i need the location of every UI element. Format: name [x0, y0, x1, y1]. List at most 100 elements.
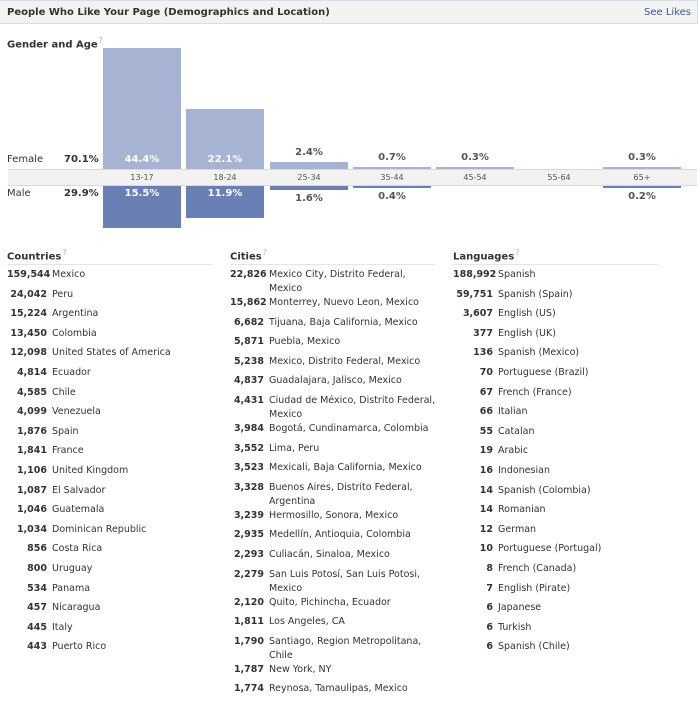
help-icon[interactable]: ?	[98, 36, 103, 45]
item-name: Arabic	[498, 445, 529, 457]
item-name: Santiago, Region Metropolitana, Chile	[269, 635, 422, 661]
item-name: Mexico City, Distrito Federal, Mexico	[269, 269, 406, 294]
item-count: 24,042	[10, 288, 47, 300]
list-item: 6 Spanish (Chile)	[453, 640, 658, 660]
age-tick-label: 18-24	[213, 173, 237, 182]
help-icon[interactable]: ?	[62, 248, 67, 257]
gender-age-title-text: Gender and Age	[7, 39, 98, 51]
female-bar	[186, 108, 264, 169]
list-item: 3,607 English (US)	[453, 307, 658, 327]
panel-header: People Who Like Your Page (Demographics …	[0, 0, 698, 24]
item-name: Los Angeles, CA	[269, 616, 345, 628]
item-name: Spanish (Mexico)	[498, 347, 580, 359]
item-name: Italy	[52, 621, 73, 633]
list-item: 159,544 Mexico	[7, 268, 212, 288]
female-bar	[103, 48, 181, 169]
item-count: 136	[473, 347, 493, 359]
female-bar	[353, 167, 431, 169]
item-count: 2,935	[233, 529, 264, 541]
list-item: 6 Turkish	[453, 621, 658, 641]
help-icon[interactable]: ?	[515, 248, 520, 257]
item-count: 19	[479, 445, 493, 457]
item-count: 2,120	[233, 596, 264, 608]
item-name: Chile	[52, 386, 76, 398]
see-likes-link[interactable]: See Likes	[644, 7, 691, 18]
item-count: 800	[27, 562, 47, 574]
item-count: 2,279	[233, 568, 264, 580]
item-count: 22,826	[230, 269, 267, 280]
list-item: 2,935 Medellín, Antioquia, Colombia	[230, 528, 439, 548]
item-name: Italian	[498, 406, 528, 418]
item-count: 1,841	[16, 445, 47, 457]
item-count: 1,087	[16, 484, 47, 496]
list-item: 800 Uruguay	[7, 562, 212, 582]
item-name: Spain	[52, 425, 79, 437]
list-item: 15,224 Argentina	[7, 307, 212, 327]
item-count: 15,224	[10, 308, 47, 320]
item-name: United States of America	[52, 347, 171, 359]
item-name: Tijuana, Baja California, Mexico	[269, 316, 418, 328]
languages-title-text: Languages	[453, 251, 515, 263]
item-count: 1,106	[16, 464, 47, 476]
male-data-label: 0.4%	[378, 191, 406, 202]
age-tick-label: 25-34	[297, 173, 321, 182]
female-bar	[436, 167, 514, 169]
list-item: 457 Nicaragua	[7, 601, 212, 621]
list-item: 1,876 Spain	[7, 425, 212, 445]
list-item: 1,774 Reynosa, Tamaulipas, Mexico	[230, 682, 439, 702]
age-axis-band	[8, 169, 697, 186]
list-item: 1,811 Los Angeles, CA	[230, 615, 439, 635]
list-item: 15,862 Monterrey, Nuevo Leon, Mexico	[230, 296, 439, 316]
item-count: 3,328	[233, 481, 264, 493]
item-name: Uruguay	[52, 562, 93, 574]
item-name: Indonesian	[498, 464, 550, 476]
list-item: 856 Costa Rica	[7, 542, 212, 562]
list-item: 443 Puerto Rico	[7, 640, 212, 660]
item-name: Spanish (Chile)	[498, 641, 570, 653]
list-item: 19 Arabic	[453, 444, 658, 464]
list-item: 4,814 Ecuador	[7, 366, 212, 386]
item-count: 188,992	[453, 269, 497, 280]
item-count: 1,046	[16, 504, 47, 516]
item-count: 856	[27, 543, 47, 555]
item-count: 7	[486, 582, 493, 594]
list-item: 67 French (France)	[453, 386, 658, 406]
item-count: 5,238	[233, 355, 264, 367]
list-item: 534 Panama	[7, 582, 212, 602]
item-name: Venezuela	[52, 406, 101, 418]
list-item: 3,523 Mexicali, Baja California, Mexico	[230, 461, 439, 481]
male-bar	[270, 186, 348, 191]
item-name: Quito, Pichincha, Ecuador	[269, 596, 391, 608]
female-data-label: 0.7%	[378, 152, 406, 163]
item-count: 445	[27, 621, 47, 633]
list-item: 3,328 Buenos Aires, Distrito Federal, Arg…	[230, 481, 439, 509]
languages-title: Languages?	[453, 248, 658, 265]
item-count: 15,862	[230, 297, 267, 308]
item-count: 3,607	[462, 308, 493, 320]
female-data-label: 0.3%	[628, 152, 656, 163]
countries-list: Countries? 159,544 Mexico 24,042 Peru 15,224…	[7, 248, 212, 660]
female-data-label: 0.3%	[461, 152, 489, 163]
item-count: 1,876	[16, 425, 47, 437]
item-count: 14	[479, 484, 493, 496]
item-count: 534	[27, 582, 47, 594]
item-name: Medellín, Antioquia, Colombia	[269, 529, 411, 541]
item-count: 70	[479, 366, 493, 378]
female-bar	[603, 167, 681, 169]
item-name: Mexico	[52, 269, 86, 280]
male-data-label: 15.5%	[124, 188, 160, 199]
countries-title: Countries?	[7, 248, 212, 265]
list-item: 1,106 United Kingdom	[7, 464, 212, 484]
list-item: 1,087 El Salvador	[7, 484, 212, 504]
male-percent: 29.9%	[64, 188, 99, 199]
list-item: 2,279 San Luis Potosí, San Luis Potosi, M…	[230, 568, 439, 596]
item-count: 1,034	[16, 523, 47, 535]
item-count: 1,790	[233, 635, 264, 647]
item-name: Nicaragua	[52, 602, 101, 614]
list-item: 136 Spanish (Mexico)	[453, 346, 658, 366]
list-item: 5,871 Puebla, Mexico	[230, 335, 439, 355]
help-icon[interactable]: ?	[262, 248, 267, 257]
list-item: 1,046 Guatemala	[7, 503, 212, 523]
item-name: Guadalajara, Jalisco, Mexico	[269, 375, 402, 387]
list-item: 1,787 New York, NY	[230, 663, 439, 683]
